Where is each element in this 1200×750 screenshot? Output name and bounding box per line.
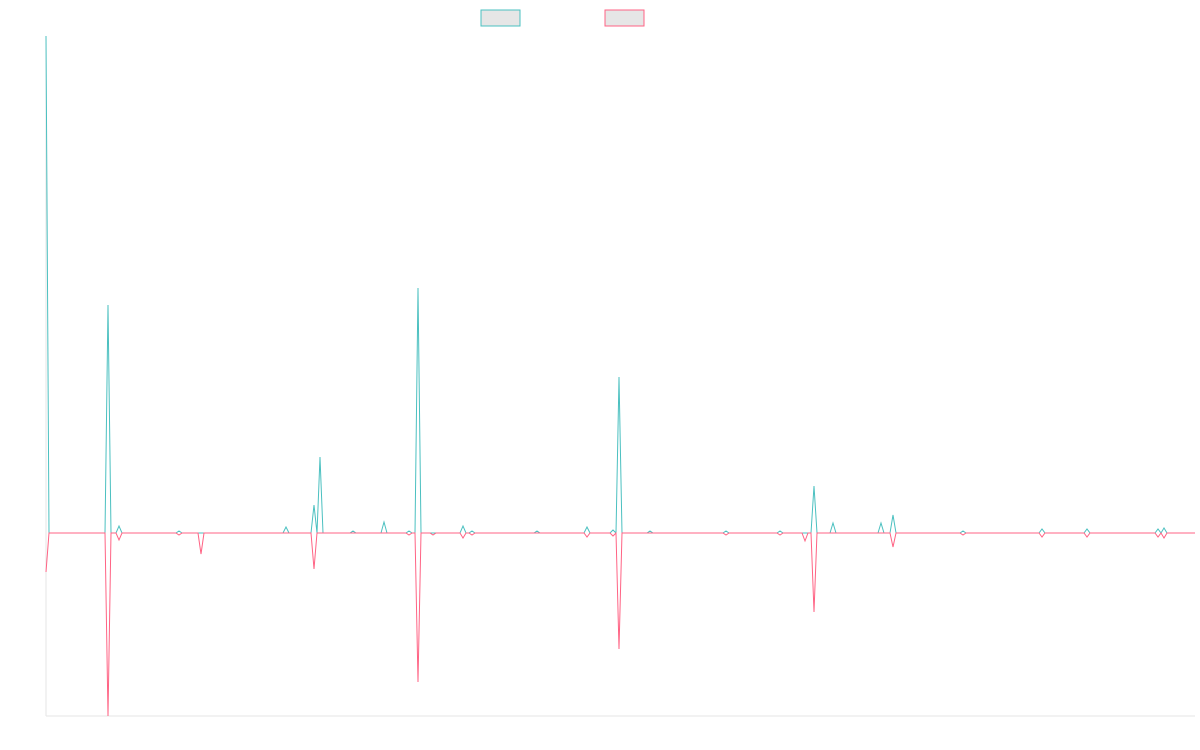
legend-swatch[interactable]: [480, 9, 521, 27]
series-line: [45, 531, 1195, 717]
legend-swatch[interactable]: [604, 9, 645, 27]
series-line: [45, 35, 1195, 535]
